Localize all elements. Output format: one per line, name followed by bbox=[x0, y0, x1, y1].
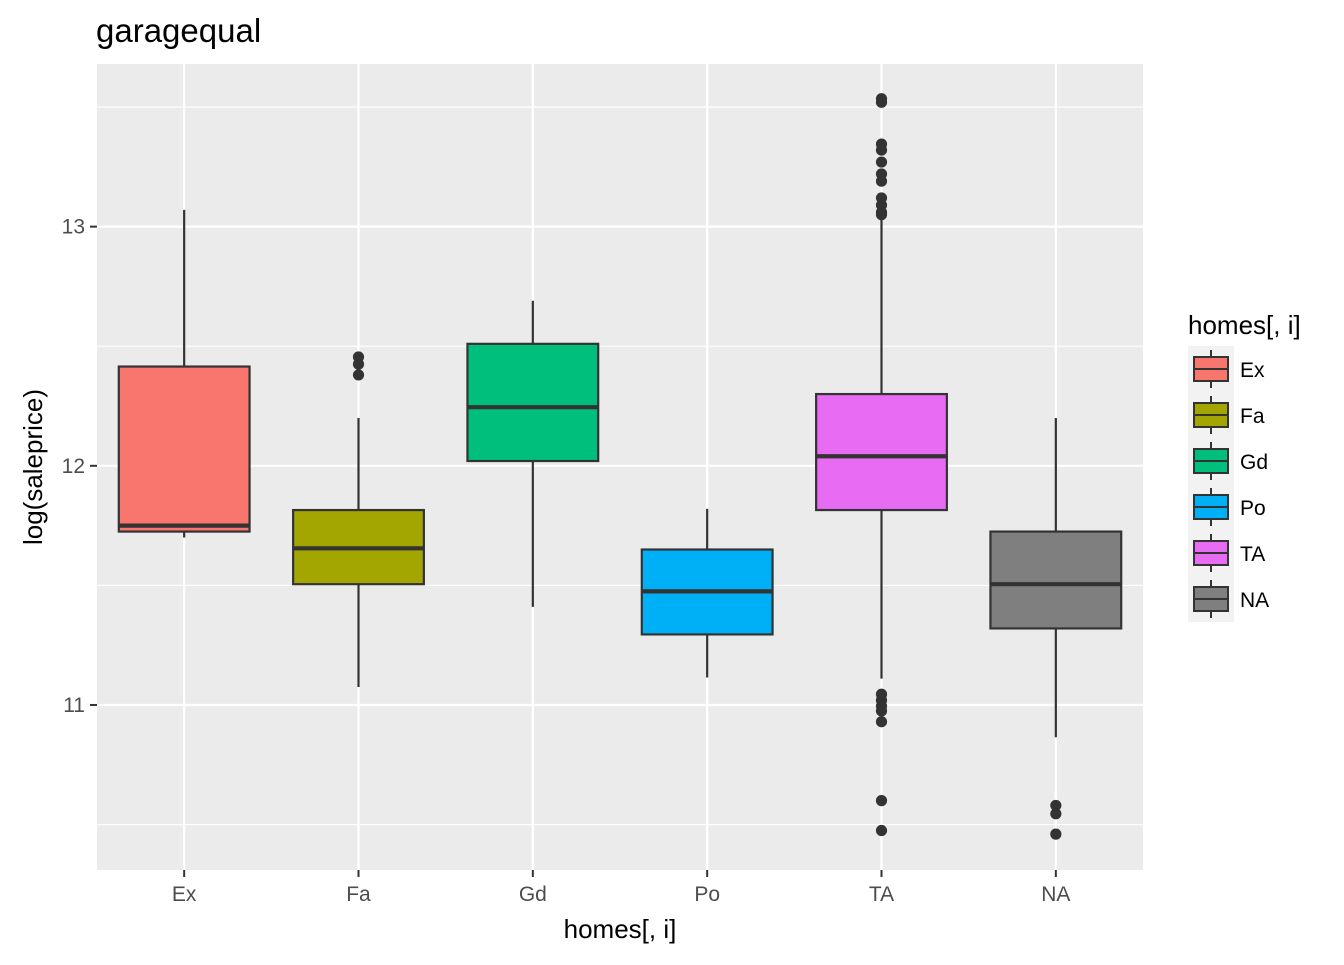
y-axis-title: log(saleprice) bbox=[18, 389, 48, 545]
x-tick-label: Po bbox=[694, 883, 720, 906]
legend-label: NA bbox=[1240, 589, 1269, 612]
minor-gridlines bbox=[97, 106, 1143, 826]
legend-item-gd: Gd bbox=[1188, 438, 1268, 484]
x-axis: Ex Fa Gd Po TA NA bbox=[172, 870, 1070, 906]
y-tick-label: 12 bbox=[62, 455, 85, 478]
outlier-point bbox=[875, 96, 888, 108]
outlier-point bbox=[875, 795, 888, 807]
y-tick-label: 11 bbox=[63, 694, 85, 717]
box-group bbox=[117, 93, 1123, 840]
x-tick-label: Gd bbox=[519, 883, 547, 906]
legend-item-na: NA bbox=[1188, 576, 1269, 622]
outlier-point bbox=[352, 369, 365, 381]
outlier-point bbox=[875, 156, 888, 168]
legend-label: Gd bbox=[1240, 451, 1268, 474]
box-ta bbox=[815, 93, 948, 837]
x-tick-label: NA bbox=[1041, 883, 1070, 906]
legend-label: Fa bbox=[1240, 405, 1265, 428]
legend-label: Po bbox=[1240, 497, 1266, 520]
box-ex bbox=[117, 209, 251, 538]
outlier-point bbox=[1050, 799, 1062, 812]
y-tick-label: 13 bbox=[62, 216, 85, 239]
box-fa bbox=[292, 351, 425, 688]
chart-title: garagequal bbox=[96, 12, 261, 49]
legend-label: Ex bbox=[1240, 359, 1265, 382]
legend-item-fa: Fa bbox=[1188, 392, 1265, 438]
legend-item-ex: Ex bbox=[1188, 346, 1265, 392]
legend-item-po: Po bbox=[1188, 484, 1266, 530]
box-gd bbox=[466, 300, 600, 607]
box-body bbox=[466, 342, 600, 463]
outlier-point bbox=[875, 209, 888, 221]
x-tick-label: Ex bbox=[172, 883, 197, 906]
x-tick-label: TA bbox=[869, 883, 894, 906]
plot-panel bbox=[97, 64, 1143, 870]
box-body bbox=[815, 392, 948, 512]
legend-label: TA bbox=[1240, 543, 1265, 566]
legend-title: homes[, i] bbox=[1188, 310, 1301, 340]
outlier-point bbox=[352, 351, 365, 363]
legend-item-ta: TA bbox=[1188, 530, 1265, 576]
legend: homes[, i] Ex Fa Gd Po TA NA bbox=[1188, 310, 1301, 622]
outlier-point bbox=[1050, 828, 1062, 840]
x-axis-title: homes[, i] bbox=[564, 914, 677, 944]
y-axis: 11 12 13 bbox=[62, 216, 97, 717]
legend-keys: Ex Fa Gd Po TA NA bbox=[1188, 346, 1269, 622]
outlier-point bbox=[875, 824, 888, 837]
outlier-point bbox=[875, 705, 888, 717]
box-body bbox=[117, 365, 251, 533]
x-tick-label: Fa bbox=[346, 883, 371, 906]
outlier-point bbox=[875, 716, 888, 728]
box-na bbox=[989, 417, 1123, 840]
box-body bbox=[989, 530, 1123, 630]
outlier-point bbox=[1050, 808, 1062, 820]
box-po bbox=[640, 508, 774, 678]
outlier-point bbox=[875, 175, 888, 187]
outlier-point bbox=[875, 144, 888, 156]
